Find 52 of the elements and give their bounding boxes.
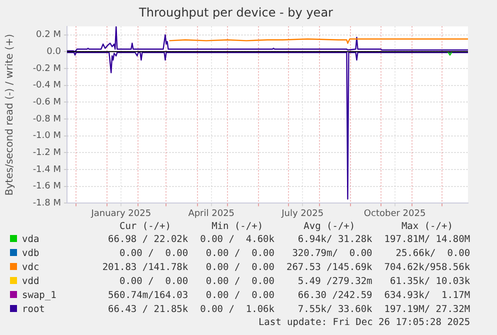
text: 634.93k/ 1.17M xyxy=(383,289,472,303)
text: 704.62k/958.56k xyxy=(383,261,472,275)
legend-label: vdb xyxy=(21,247,40,261)
legend-label: vda xyxy=(21,233,40,247)
x-tick-label: January 2025 xyxy=(90,208,152,219)
y-tick-label: -1.2 M xyxy=(32,148,61,158)
x-tick-label: October 2025 xyxy=(364,208,426,219)
legend-label: swap_1 xyxy=(21,289,58,303)
legend-label: vdd xyxy=(21,275,40,289)
text: Max (-/+) xyxy=(400,221,454,233)
text: 0.00 / 0.00 xyxy=(204,275,276,289)
text: 320.79m/ 0.00 xyxy=(291,247,374,261)
text: 267.53 /145.69k xyxy=(285,261,374,275)
text: Cur (-/+) xyxy=(118,221,172,233)
y-tick-label: -0.8 M xyxy=(32,114,61,124)
text: 7.55k/ 33.60k xyxy=(296,303,374,317)
x-tick-label: July 2025 xyxy=(280,208,324,219)
text: 0.00 / 0.00 xyxy=(204,261,276,275)
text: 25.66k/ 0.00 xyxy=(394,247,472,261)
text: 0.00 / 4.60k xyxy=(199,233,276,247)
text: 66.30 /242.59 xyxy=(296,289,374,303)
y-tick-label: -0.4 M xyxy=(32,80,61,91)
legend-label: vdc xyxy=(21,261,40,275)
text: 0.00 / 0.00 xyxy=(204,289,276,303)
y-tick-label: -1.0 M xyxy=(32,131,61,142)
text: 6.94k/ 31.28k xyxy=(296,233,374,247)
y-tick-label: -0.2 M xyxy=(32,64,61,74)
text: Avg (-/+) xyxy=(302,221,356,233)
text: 197.19M/ 27.32M xyxy=(383,303,472,317)
y-tick-label: 0.2 M xyxy=(36,30,61,40)
y-tick-label: -0.6 M xyxy=(32,98,61,108)
text: Min (-/+) xyxy=(210,221,264,233)
text: 66.98 / 22.02k xyxy=(107,233,190,247)
y-tick-label: -1.8 M xyxy=(32,198,61,209)
text: 0.00 / 0.00 xyxy=(118,275,190,289)
y-tick-label: -1.4 M xyxy=(32,164,61,175)
text: 5.49 /279.32m xyxy=(296,275,374,289)
text: 0.00 / 1.06k xyxy=(199,303,276,317)
text: 197.81M/ 14.80M xyxy=(383,233,472,247)
text: 0.00 / 0.00 xyxy=(118,247,190,261)
text: 0.00 / 0.00 xyxy=(204,247,276,261)
x-tick-label: April 2025 xyxy=(188,208,235,219)
text: 560.74m/164.03 xyxy=(107,289,190,303)
text: 66.43 / 21.85k xyxy=(107,303,190,317)
chart-title: Throughput per device - by year xyxy=(138,5,334,20)
text: Last update: Fri Dec 26 17:05:28 2025 xyxy=(257,317,472,329)
text: 61.35k/ 10.03k xyxy=(389,275,472,289)
y-tick-label: -1.6 M xyxy=(32,182,61,192)
legend-label: root xyxy=(21,303,46,317)
y-tick-label: 0.0 xyxy=(46,47,62,57)
y-axis-title: Bytes/second read (-) / write (+) xyxy=(4,34,16,196)
text: 201.83 /141.78k xyxy=(101,261,190,275)
